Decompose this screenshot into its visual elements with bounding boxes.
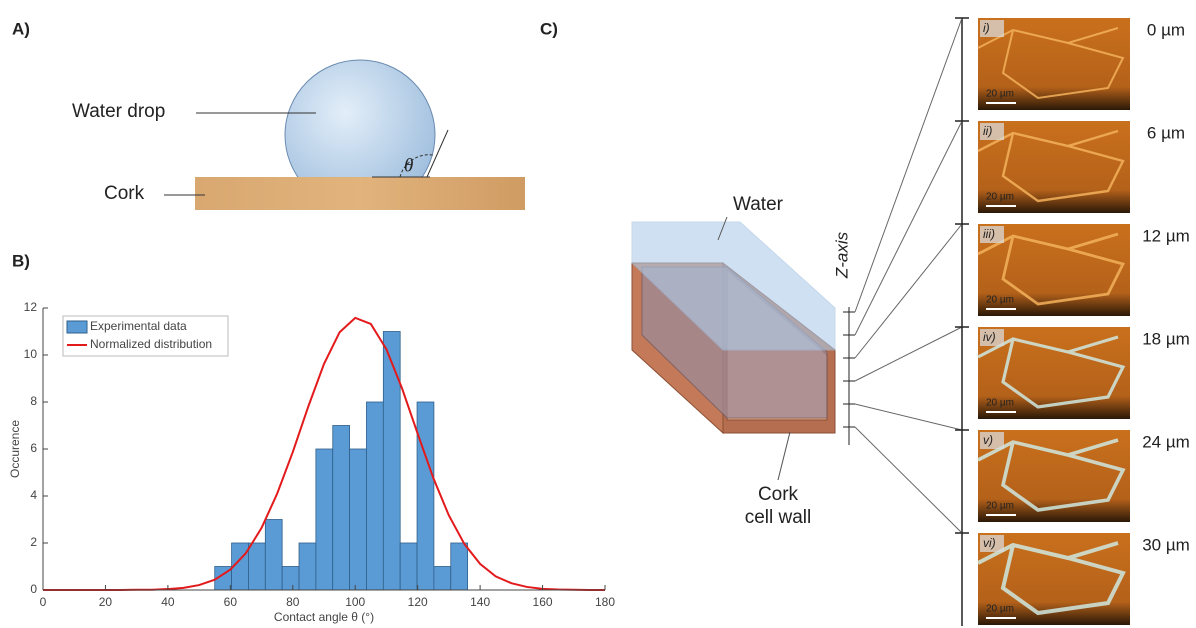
water-drop bbox=[284, 59, 436, 177]
bar bbox=[416, 401, 435, 591]
x-axis-label: Contact angle θ (°) bbox=[274, 610, 374, 624]
panel-label: C) bbox=[540, 19, 558, 38]
cell-wall bbox=[977, 335, 1126, 409]
image-label: iv) bbox=[983, 330, 996, 344]
bar bbox=[315, 448, 334, 591]
bar bbox=[366, 401, 384, 591]
image-label: ii) bbox=[983, 124, 992, 138]
z-axis-label: Z-axis bbox=[832, 231, 851, 279]
depth-label: 0 µm bbox=[1147, 20, 1185, 39]
tangent bbox=[426, 129, 449, 178]
x-tick-label: 0 bbox=[40, 595, 47, 609]
image-label-bg bbox=[980, 226, 1004, 243]
image-label-bg bbox=[980, 20, 1004, 37]
image-label-bg bbox=[980, 432, 1004, 449]
x-tick-label: 120 bbox=[408, 595, 428, 609]
scale-label: 20 µm bbox=[986, 398, 1014, 409]
label: cell wall bbox=[745, 507, 812, 528]
bar bbox=[382, 331, 401, 591]
scale-label: 20 µm bbox=[986, 89, 1014, 100]
legend-swatch bbox=[66, 320, 88, 334]
legend-box bbox=[62, 315, 229, 357]
image-label-bg bbox=[980, 535, 1004, 552]
scale-label: 20 µm bbox=[986, 604, 1014, 615]
panel-label: B) bbox=[12, 251, 30, 270]
connector bbox=[854, 326, 963, 382]
x-tick-label: 60 bbox=[224, 595, 238, 609]
depth-label: 18 µm bbox=[1142, 329, 1190, 348]
connector bbox=[854, 17, 963, 313]
legend-label: Experimental data bbox=[90, 319, 187, 333]
y-tick-label: 6 bbox=[30, 441, 37, 455]
image-label: vi) bbox=[983, 536, 996, 550]
cork-slab bbox=[195, 177, 525, 210]
scale-label: 20 µm bbox=[986, 295, 1014, 306]
y-tick-label: 12 bbox=[24, 300, 38, 314]
label: Water bbox=[733, 194, 784, 215]
cell-wall bbox=[977, 232, 1126, 306]
connector bbox=[854, 403, 963, 431]
label: Cork bbox=[104, 183, 145, 204]
bar bbox=[450, 542, 469, 591]
bar bbox=[281, 566, 300, 591]
label: Water drop bbox=[72, 101, 165, 122]
connector bbox=[854, 223, 963, 359]
y-tick-label: 4 bbox=[30, 488, 37, 502]
y-axis-label: Occurence bbox=[8, 420, 22, 478]
image-label: iii) bbox=[983, 227, 995, 241]
x-tick-label: 160 bbox=[533, 595, 553, 609]
y-tick-label: 8 bbox=[30, 394, 37, 408]
cell-wall bbox=[977, 438, 1126, 512]
y-tick-label: 10 bbox=[24, 347, 38, 361]
cell-wall bbox=[977, 27, 1125, 100]
x-tick-label: 100 bbox=[345, 595, 365, 609]
theta: θ bbox=[404, 155, 413, 176]
depth-label: 12 µm bbox=[1142, 226, 1190, 245]
x-tick-label: 80 bbox=[286, 595, 300, 609]
image-label-bg bbox=[980, 123, 1004, 140]
connector bbox=[854, 426, 963, 534]
x-tick-label: 140 bbox=[470, 595, 490, 609]
legend-label: Normalized distribution bbox=[90, 337, 212, 351]
cell-wall bbox=[977, 129, 1125, 203]
bar bbox=[349, 448, 367, 591]
label: Cork bbox=[758, 484, 799, 505]
bar bbox=[298, 542, 317, 591]
cell-wall bbox=[977, 541, 1126, 616]
x-tick-label: 40 bbox=[161, 595, 175, 609]
scale-label: 20 µm bbox=[986, 501, 1014, 512]
y-tick-label: 0 bbox=[30, 582, 37, 596]
scale-label: 20 µm bbox=[986, 192, 1014, 203]
image-label: v) bbox=[983, 433, 993, 447]
connector bbox=[854, 120, 963, 336]
leader bbox=[777, 431, 791, 481]
image-label: i) bbox=[983, 21, 990, 35]
bar bbox=[264, 519, 283, 591]
depth-label: 6 µm bbox=[1147, 123, 1185, 142]
bar bbox=[248, 542, 266, 591]
panel-label: A) bbox=[12, 19, 30, 38]
angle-arc bbox=[399, 154, 434, 178]
y-tick-label: 2 bbox=[30, 535, 37, 549]
bar bbox=[433, 566, 452, 591]
depth-label: 30 µm bbox=[1142, 535, 1190, 554]
x-tick-label: 20 bbox=[99, 595, 113, 609]
image-label-bg bbox=[980, 329, 1004, 346]
depth-label: 24 µm bbox=[1142, 432, 1190, 451]
leader bbox=[717, 216, 728, 241]
bar bbox=[399, 542, 418, 591]
x-tick-label: 180 bbox=[595, 595, 615, 609]
water-layer bbox=[631, 221, 836, 351]
bar bbox=[332, 425, 351, 591]
